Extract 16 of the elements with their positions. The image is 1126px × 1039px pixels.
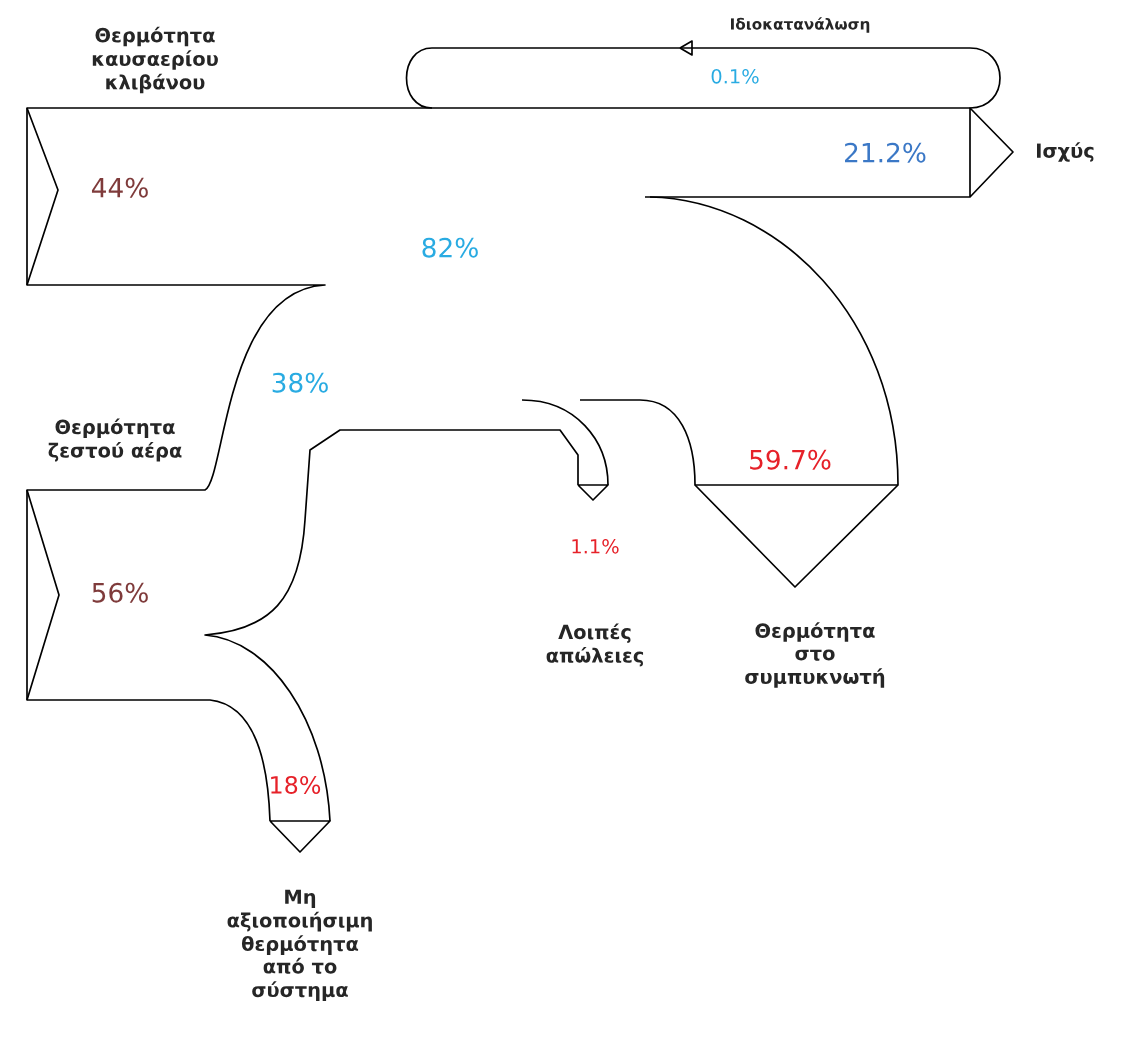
- text: 38%: [272, 372, 328, 393]
- category-label: Θερμότητα καυσαερίου κλιβάνου: [92, 26, 218, 94]
- category-label: Ισχύς: [1037, 142, 1094, 162]
- data-label: 59.7%: [750, 449, 831, 470]
- category-label: Θερμότητα στο συμπυκνωτή: [745, 622, 885, 688]
- category-label: Ιδιοκατανάλωση: [730, 17, 870, 33]
- text: 82%: [422, 237, 478, 258]
- data-label: 0.1%: [711, 68, 759, 84]
- data-label: 56%: [92, 582, 148, 603]
- category-label: Λοιπές απώλειες: [546, 623, 644, 667]
- data-label: 21.2%: [845, 142, 926, 163]
- data-label: 44%: [91, 177, 148, 198]
- category-label: Μη αξιοποιήσιμη θερμότητα από το σύστημα: [227, 889, 372, 1001]
- data-label: 1.1%: [572, 538, 619, 554]
- data-label: 18%: [271, 775, 321, 794]
- category-label: Θερμότητα ζεστού αέρα: [48, 418, 182, 462]
